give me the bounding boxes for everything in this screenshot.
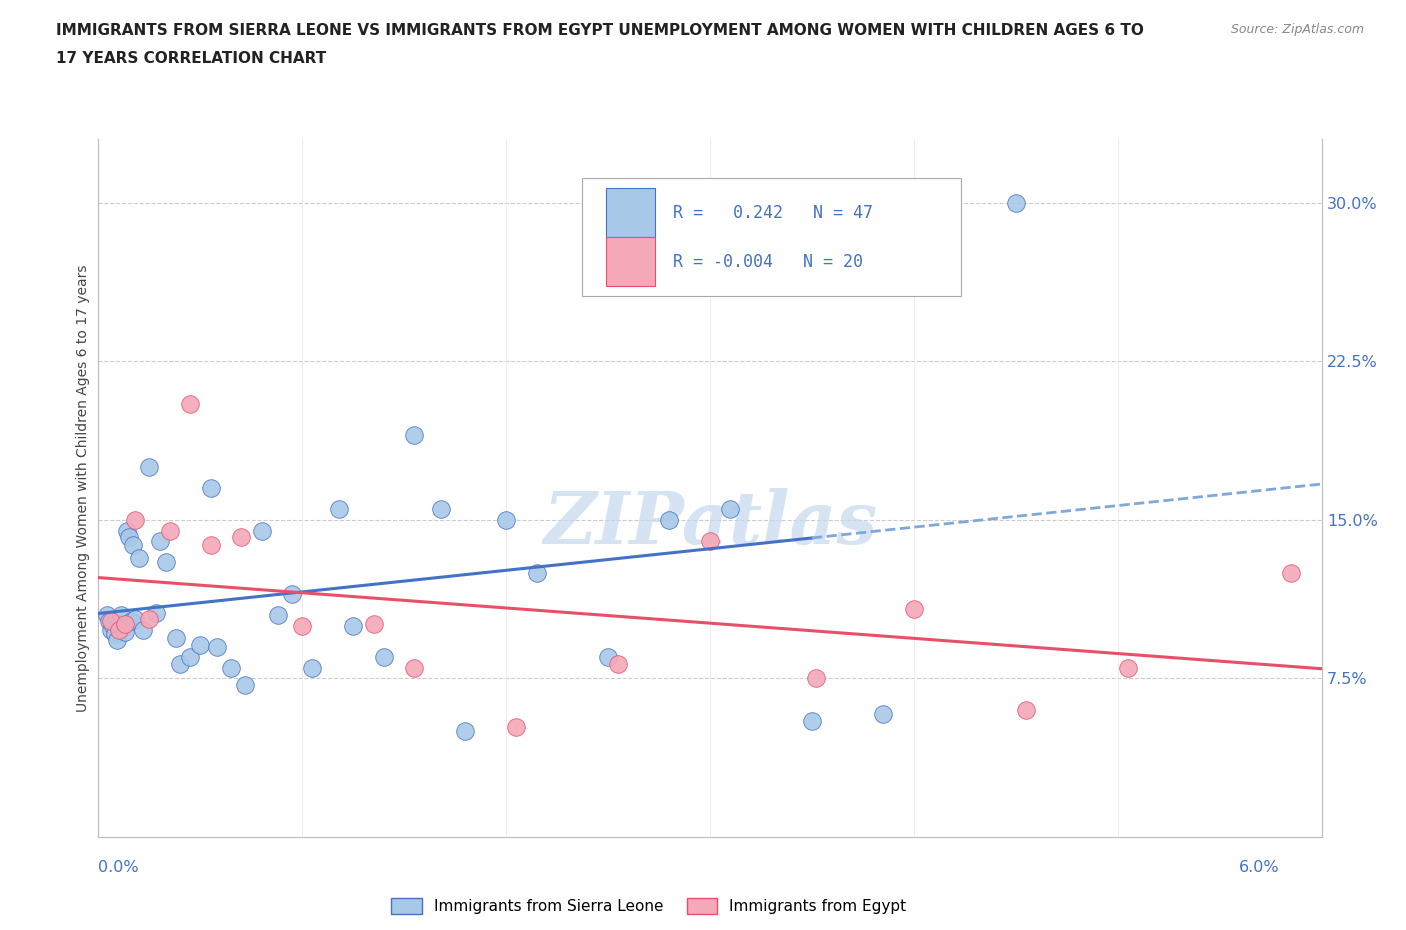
Point (342, 618, 364, 633)
Point (291, 618, 314, 633)
Y-axis label: Unemployment Among Women with Children Ages 6 to 17 years: Unemployment Among Women with Children A… (76, 264, 90, 712)
Point (118, 529, 141, 544)
Point (97, 614, 120, 629)
Point (100, 622, 122, 637)
Legend: Immigrants from Sierra Leone, Immigrants from Egypt: Immigrants from Sierra Leone, Immigrants… (385, 892, 912, 920)
Point (526, 565, 548, 580)
Point (165, 631, 187, 645)
Point (658, 512, 681, 527)
Point (114, 625, 136, 640)
Point (105, 633, 128, 648)
Text: 17 YEARS CORRELATION CHART: 17 YEARS CORRELATION CHART (56, 51, 326, 66)
Point (363, 616, 385, 631)
FancyBboxPatch shape (606, 237, 655, 286)
Point (145, 605, 167, 620)
Point (155, 555, 177, 570)
Point (699, 534, 721, 549)
Point (267, 607, 290, 622)
Point (596, 650, 619, 665)
Point (120, 614, 142, 629)
Point (108, 616, 131, 631)
Point (804, 671, 827, 686)
Text: IMMIGRANTS FROM SIERRA LEONE VS IMMIGRANTS FROM EGYPT UNEMPLOYMENT AMONG WOMEN W: IMMIGRANTS FROM SIERRA LEONE VS IMMIGRAN… (56, 23, 1144, 38)
Point (124, 512, 146, 527)
Point (200, 481, 222, 496)
Point (108, 622, 131, 637)
Text: ZIPatlas: ZIPatlas (543, 487, 877, 559)
Point (495, 512, 517, 527)
Point (128, 551, 150, 565)
Text: 0.0%: 0.0% (98, 860, 139, 875)
Point (1279, 565, 1302, 580)
Point (454, 724, 477, 738)
Point (404, 660, 426, 675)
Point (114, 616, 136, 631)
Point (188, 637, 212, 652)
Point (903, 602, 925, 617)
Point (132, 622, 155, 637)
FancyBboxPatch shape (606, 188, 655, 237)
Point (250, 523, 273, 538)
Point (159, 523, 181, 538)
Point (505, 720, 527, 735)
Point (110, 607, 132, 622)
Point (122, 538, 145, 552)
Point (96, 607, 118, 622)
Point (1116, 660, 1139, 675)
Text: Source: ZipAtlas.com: Source: ZipAtlas.com (1230, 23, 1364, 36)
Point (801, 713, 824, 728)
Point (718, 502, 742, 517)
Point (430, 502, 453, 517)
Point (138, 612, 160, 627)
Text: 6.0%: 6.0% (1239, 860, 1279, 875)
Point (229, 529, 253, 544)
Point (219, 660, 242, 675)
Point (111, 620, 134, 635)
Point (607, 657, 630, 671)
FancyBboxPatch shape (582, 178, 960, 297)
Point (138, 459, 160, 474)
Point (101, 618, 124, 633)
Text: R = -0.004   N = 20: R = -0.004 N = 20 (673, 253, 863, 271)
Point (872, 707, 894, 722)
Point (149, 534, 172, 549)
Point (404, 428, 426, 443)
Point (328, 502, 350, 517)
Point (104, 627, 127, 642)
Point (281, 587, 304, 602)
Point (179, 396, 201, 411)
Point (115, 523, 138, 538)
Point (179, 650, 201, 665)
Point (233, 677, 256, 692)
Point (100, 614, 122, 629)
Text: R =   0.242   N = 47: R = 0.242 N = 47 (673, 204, 873, 221)
Point (205, 639, 228, 654)
Point (1015, 703, 1038, 718)
Point (373, 650, 395, 665)
Point (169, 657, 191, 671)
Point (200, 538, 222, 552)
Point (124, 612, 146, 627)
Point (1004, 195, 1026, 210)
Point (301, 660, 323, 675)
